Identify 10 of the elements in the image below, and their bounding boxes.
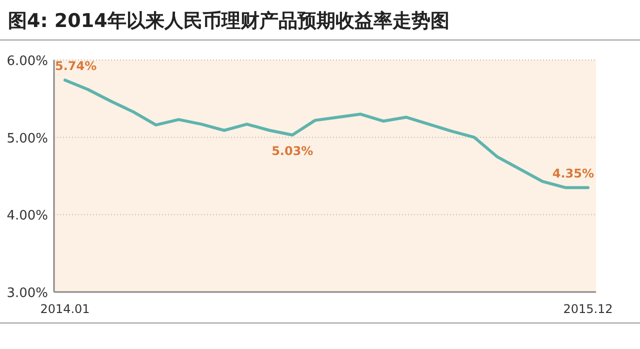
data-label: 5.74%	[55, 59, 97, 74]
y-tick-label: 5.00%	[6, 131, 48, 146]
data-label: 5.03%	[272, 144, 314, 158]
y-tick-label: 6.00%	[6, 54, 48, 69]
x-tick-label: 2014.01	[40, 302, 90, 316]
chart-title: 图4: 2014年以来人民币理财产品预期收益率走势图	[8, 10, 450, 32]
data-label: 4.35%	[552, 166, 594, 181]
y-tick-label: 3.00%	[6, 286, 48, 301]
x-tick-label: 2015.12	[563, 302, 613, 316]
y-tick-label: 4.00%	[6, 208, 48, 224]
